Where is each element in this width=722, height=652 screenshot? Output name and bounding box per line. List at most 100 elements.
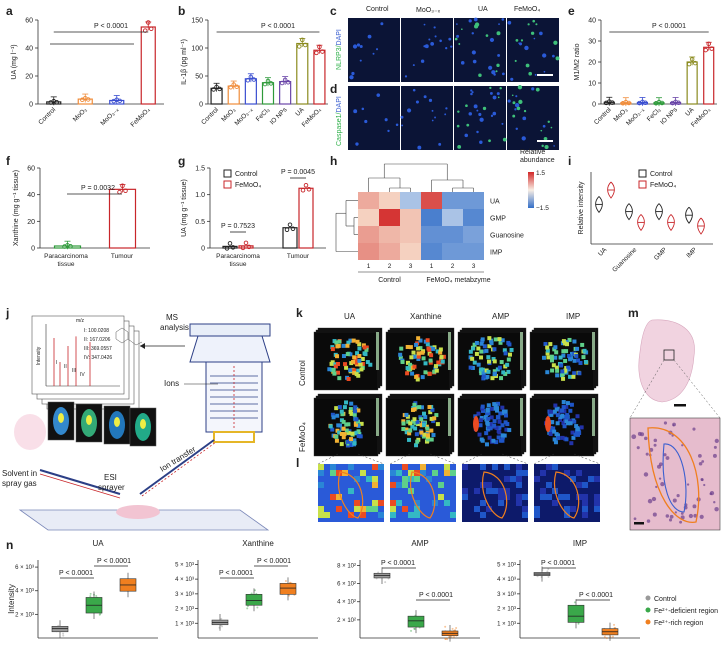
col-label: 1 xyxy=(367,263,371,270)
micro-cell-r1c0 xyxy=(348,86,400,150)
msi-pixel xyxy=(486,416,491,421)
p-value: P = 0.0032 xyxy=(81,185,115,192)
msi-pixel xyxy=(482,344,487,349)
category-label: Control xyxy=(593,106,613,126)
msi-pixel xyxy=(493,337,498,342)
msi-pixel xyxy=(352,368,357,373)
msi-pixel xyxy=(549,354,554,359)
msi-pixel xyxy=(361,343,366,348)
data-point xyxy=(262,81,268,87)
jitter-point xyxy=(605,637,608,640)
zoom-pixel xyxy=(372,476,378,482)
zoom-pixel xyxy=(534,512,540,518)
nucleus xyxy=(633,517,637,521)
y-tick-label: 150 xyxy=(191,18,203,25)
msi-pixel xyxy=(569,402,574,407)
plot-title: UA xyxy=(92,539,104,548)
y-axis-title: M1/M2 ratio xyxy=(574,43,581,80)
zoom-pixel xyxy=(564,494,570,500)
msi-pixel xyxy=(342,405,347,410)
msi-pixel xyxy=(345,343,350,348)
msi-pixel xyxy=(574,353,579,358)
msi-pixel xyxy=(563,358,568,363)
nucleus xyxy=(699,514,704,519)
nucleus xyxy=(660,481,665,487)
msi-pixel xyxy=(334,434,339,439)
msi-pixel xyxy=(583,359,588,364)
zoom-pixel xyxy=(402,482,408,488)
zoom-pixel xyxy=(354,476,360,482)
zoom-pixel xyxy=(576,470,582,476)
msi-pixel xyxy=(553,355,558,360)
msi-pixel xyxy=(341,435,346,440)
msi-pixel xyxy=(359,421,364,426)
msi-pixel xyxy=(368,362,373,367)
p-value: P < 0.0001 xyxy=(257,558,291,565)
zoom-pixel xyxy=(330,464,336,470)
heatmap-cell xyxy=(358,209,379,226)
msi-pixel xyxy=(356,423,361,428)
y-tick-label: 1.5 xyxy=(195,166,205,173)
zoom-pixel xyxy=(480,464,486,470)
msi-pixel xyxy=(425,433,430,438)
data-point xyxy=(279,80,285,86)
k-col-imp: IMP xyxy=(566,312,581,321)
msi-pixel xyxy=(502,348,507,353)
msi-pixel xyxy=(431,419,436,424)
peak-roman: I xyxy=(56,360,57,366)
msi-pixel xyxy=(330,412,335,417)
zoom-pixel xyxy=(402,506,408,512)
zoom-pixel xyxy=(378,500,384,506)
jitter-point xyxy=(451,627,454,630)
zoom-pixel xyxy=(438,494,444,500)
msi-pixel xyxy=(560,369,565,374)
zoom-pixel xyxy=(414,506,420,512)
legend-label: Control xyxy=(235,171,258,178)
heatmap-cell xyxy=(442,192,463,209)
region-outline xyxy=(482,471,508,519)
msi-pixel xyxy=(496,429,501,434)
data-point xyxy=(676,100,681,106)
y-tick-label: 20 xyxy=(27,219,35,226)
msi-pixel xyxy=(353,360,358,365)
msi-pixel xyxy=(334,438,339,443)
msi-pixel xyxy=(363,352,368,357)
violin xyxy=(595,196,603,214)
msi-pixel xyxy=(351,359,356,364)
msi-pixel xyxy=(476,362,481,367)
msi-pixel xyxy=(438,350,443,355)
msi-heatmap xyxy=(541,337,589,381)
msi-pixel xyxy=(564,419,569,424)
msi-pixel xyxy=(432,416,437,421)
p-value: P = 0.0045 xyxy=(281,169,315,176)
msi-pixel xyxy=(576,432,581,437)
msi-pixel xyxy=(561,400,566,405)
msi-pixel xyxy=(507,352,512,357)
msi-pixel xyxy=(333,362,338,367)
msi-pixel xyxy=(416,351,421,356)
nucleus xyxy=(714,507,719,512)
msi-pixel xyxy=(564,437,569,442)
panel-label-d: d xyxy=(330,82,338,96)
msi-pixel xyxy=(476,411,481,416)
y-tick-label: 0 xyxy=(199,102,203,109)
msi-pixel xyxy=(435,349,440,354)
msi-pixel xyxy=(348,352,353,357)
msi-pixel xyxy=(334,340,339,345)
category-label: Tumour xyxy=(111,253,134,260)
zoom-pixel xyxy=(474,488,480,494)
esi-label: sprayer xyxy=(98,483,125,492)
instrument-dome xyxy=(189,335,271,363)
msi-pixel xyxy=(357,354,362,359)
data-point xyxy=(148,26,154,32)
data-point xyxy=(686,61,692,67)
legend-swatch xyxy=(638,180,647,189)
region-outline-deficient xyxy=(662,443,687,513)
msi-pixel xyxy=(557,417,562,422)
msi-pixel xyxy=(439,355,444,360)
zoom-pixel xyxy=(582,482,588,488)
msi-pixel xyxy=(548,342,553,347)
micro-cell-r1c3 xyxy=(507,85,559,150)
y-axis-title: UA (mg l⁻¹) xyxy=(11,44,18,79)
